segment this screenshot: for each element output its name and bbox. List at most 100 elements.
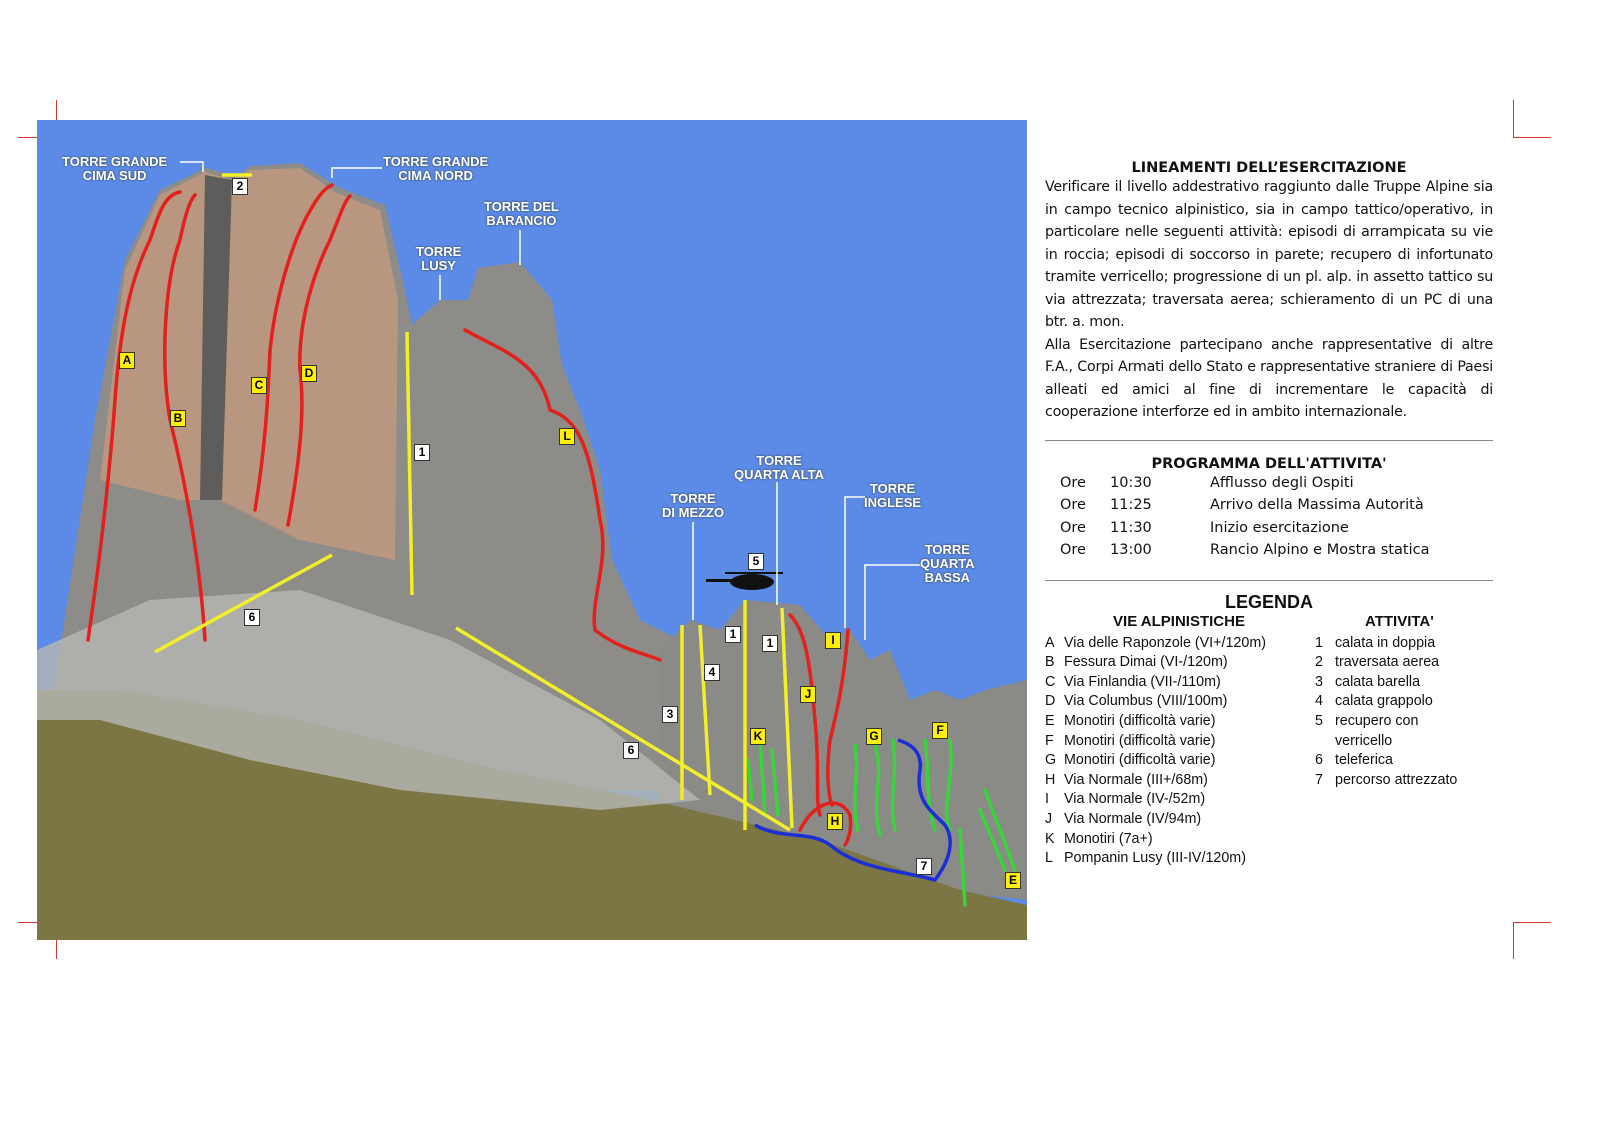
crop-mark <box>1513 100 1514 137</box>
legend-text: Via Finlandia (VII-/110m) <box>1064 673 1221 690</box>
legend-text: calata in doppia <box>1335 634 1436 651</box>
time: 10:30 <box>1110 474 1152 491</box>
route-tag-g: G <box>866 728 882 745</box>
desc: Arrivo della Massima Autorità <box>1210 497 1424 513</box>
route-tag-i: I <box>825 632 841 649</box>
activity-tag-1: 1 <box>414 444 430 461</box>
legend-text: calata barella <box>1335 673 1421 690</box>
ore-label: Ore <box>1060 474 1086 491</box>
activity-6-left <box>154 553 333 654</box>
activity-1-left <box>405 331 414 596</box>
legend-key: 7 <box>1315 771 1323 788</box>
legend-key: 4 <box>1315 693 1323 710</box>
legenda-title: LEGENDA <box>1224 591 1313 612</box>
legend-item: 6 teleferica <box>1315 751 1457 771</box>
ore-label: Ore <box>1060 542 1086 558</box>
programma-list: Ore 10:30 Afflusso degli Ospiti Ore 11:25 Ar… <box>1045 472 1493 562</box>
tower-label-inglese: TORRE INGLESE <box>864 481 922 510</box>
legend-text: Fessura Dimai (VI-/120m) <box>1064 654 1228 671</box>
route-i <box>826 628 850 807</box>
activity-tag-2: 2 <box>232 178 248 195</box>
crop-mark <box>56 100 57 137</box>
desc: Afflusso degli Ospiti <box>1210 474 1354 491</box>
scree <box>37 590 700 810</box>
legend-key: E <box>1045 713 1055 730</box>
activity-tag-6: 6 <box>244 609 260 626</box>
legend-text: traversata aerea <box>1335 654 1440 671</box>
legend-key: K <box>1045 830 1055 847</box>
legend-item: F Monotiri (difficoltà varie) <box>1045 732 1313 752</box>
legend-item: 7 percorso attrezzato <box>1315 771 1457 791</box>
legend-item: C Via Finlandia (VII-/110m) <box>1045 673 1313 693</box>
legend-text: Pompanin Lusy (III-IV/120m) <box>1064 850 1246 867</box>
programma-row: Ore 11:25 Arrivo della Massima Autorità <box>1045 494 1493 517</box>
route-b <box>163 193 207 642</box>
activity-tag-1: 1 <box>725 626 741 643</box>
lineamenti-text: Verificare il livello addestrativo raggi… <box>1045 179 1493 330</box>
route-tag-c: C <box>251 377 267 394</box>
legend-item: E Monotiri (difficoltà varie) <box>1045 712 1313 732</box>
tower-label-cima-nord: TORRE GRANDE CIMA NORD <box>383 154 489 183</box>
legend-text: Via Columbus (VIII/100m) <box>1064 693 1228 710</box>
route-e <box>958 788 1017 907</box>
legend-item: L Pompanin Lusy (III-IV/120m) <box>1045 849 1313 869</box>
divider <box>1045 439 1493 441</box>
crop-mark <box>1513 137 1551 138</box>
programma-row: Ore 13:00 Rancio Alpino e Mostra statica <box>1045 539 1493 562</box>
legend-item: H Via Normale (III+/68m) <box>1045 771 1313 791</box>
route-c <box>253 183 334 512</box>
time: 11:30 <box>1110 519 1152 536</box>
rock-sunlit-face <box>100 168 398 560</box>
tower-label-quarta-bassa: TORRE QUARTA BASSA <box>920 542 975 585</box>
time: 13:00 <box>1110 542 1152 558</box>
legend-item: 1 calata in doppia <box>1315 634 1457 654</box>
tower-label-di-mezzo: TORRE DI MEZZO <box>662 491 725 520</box>
legend-key: L <box>1045 850 1053 867</box>
programma-row: Ore 11:30 Inizio esercitazione <box>1045 517 1493 540</box>
activity-4 <box>698 624 712 796</box>
legenda: LEGENDA VIE ALPINISTICHE A Via delle Rapo… <box>1045 591 1493 869</box>
route-j <box>788 613 822 817</box>
route-g <box>853 738 897 837</box>
programma-row: Ore 10:30 Afflusso degli Ospiti <box>1045 472 1493 495</box>
route-tag-b: B <box>170 410 186 427</box>
activity-tag-3: 3 <box>662 706 678 723</box>
legend-item: 2 traversata aerea <box>1315 653 1457 673</box>
vie-column: VIE ALPINISTICHE A Via delle Raponzole (V… <box>1045 612 1313 869</box>
programma-title: PROGRAMMA DELL'ATTIVITA' <box>1151 455 1387 472</box>
legend-item: J Via Normale (IV/94m) <box>1045 810 1313 830</box>
desc: Rancio Alpino e Mostra statica <box>1210 542 1430 558</box>
legend-item: G Monotiri (difficoltà varie) <box>1045 751 1313 771</box>
activity-6-right <box>455 626 791 832</box>
route-tag-j: J <box>800 686 816 703</box>
legend-item: B Fessura Dimai (VI-/120m) <box>1045 653 1313 673</box>
legend-key: 5 <box>1315 713 1323 730</box>
vie-title: VIE ALPINISTICHE <box>1113 613 1245 631</box>
attivita-column: ATTIVITA' 1 calata in doppia 2 traversata a… <box>1313 612 1457 869</box>
activity-tag-7: 7 <box>916 858 932 875</box>
legend-item: 5 recupero con <box>1315 712 1457 732</box>
activity-tag-6: 6 <box>623 742 639 759</box>
tower-label-quarta-alta: TORRE QUARTA ALTA <box>734 453 825 482</box>
activity-1-right <box>780 607 794 829</box>
desc: Inizio esercitazione <box>1210 519 1349 536</box>
route-d <box>286 194 352 527</box>
crop-mark <box>1513 922 1551 923</box>
legend-text: teleferica <box>1335 752 1394 769</box>
legend-key: 1 <box>1315 634 1323 651</box>
legend-item: verricello <box>1315 732 1457 752</box>
legend-key: C <box>1045 673 1056 690</box>
legend-item: A Via delle Raponzole (VI+/120m) <box>1045 634 1313 654</box>
legend-text: Via Normale (III+/68m) <box>1064 771 1208 788</box>
legend-text: Monotiri (difficoltà varie) <box>1064 732 1216 749</box>
ore-label: Ore <box>1060 497 1086 513</box>
route-h <box>798 801 853 847</box>
legend-key: 3 <box>1315 673 1323 690</box>
activity-tag-4: 4 <box>704 664 720 681</box>
legend-item: 3 calata barella <box>1315 673 1457 693</box>
divider <box>1045 579 1493 581</box>
crop-mark <box>56 922 57 959</box>
tower-label-barancio: TORRE DEL BARANCIO <box>484 199 559 228</box>
legend-text: Via Normale (IV-/52m) <box>1064 791 1206 808</box>
